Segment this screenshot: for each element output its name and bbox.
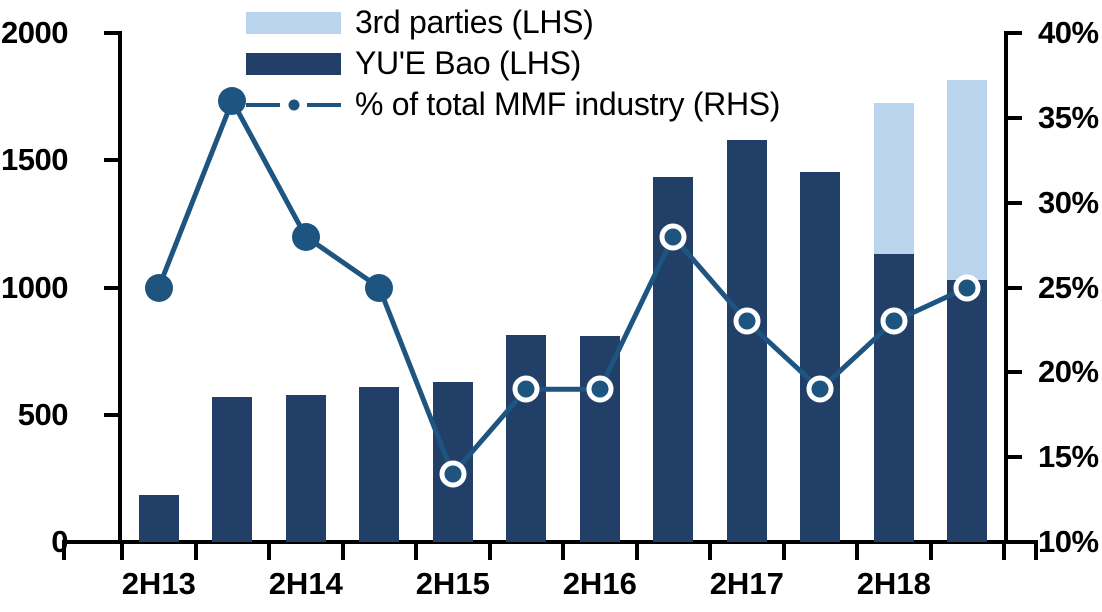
line-marker: [880, 307, 908, 335]
x-axis-tick: [928, 544, 933, 560]
x-axis-tick: [781, 544, 786, 560]
x-axis-tick: [561, 544, 565, 560]
bar-yue-bao: [285, 394, 326, 542]
x-axis-tick: [855, 544, 859, 560]
x-axis-tick: [487, 544, 492, 560]
left-axis-tick: [104, 31, 122, 35]
legend-item-yue-bao[interactable]: YU'E Bao (LHS): [246, 45, 581, 82]
x-axis-tick: [414, 544, 418, 560]
legend-swatch-yue-bao-icon: [246, 52, 341, 75]
x-axis-tick: [634, 544, 639, 560]
legend-label-3rd-parties: 3rd parties (LHS): [355, 4, 594, 40]
x-axis-tick: [708, 544, 712, 560]
bar-yue-bao: [800, 171, 841, 542]
line-marker: [365, 273, 394, 302]
bar-yue-bao: [359, 386, 400, 542]
line-marker: [953, 274, 981, 301]
right-axis-tick-label: 30%: [1038, 184, 1099, 220]
right-axis-tick: [1004, 31, 1022, 35]
right-axis-tick-label: 35%: [1038, 99, 1099, 135]
x-axis-tick: [120, 544, 124, 560]
x-axis-tick-label: 2H17: [709, 566, 784, 601]
x-axis-tick-label: 2H16: [562, 566, 637, 601]
x-axis-tick-label: 2H13: [121, 566, 196, 601]
legend-item-pct-mmf[interactable]: % of total MMF industry (RHS): [246, 86, 780, 123]
line-marker: [733, 307, 761, 335]
x-axis-tick: [267, 544, 271, 560]
bar-yue-bao: [873, 254, 914, 542]
x-axis-tick-label: 2H18: [856, 566, 931, 601]
left-axis-tick-label: 2000: [1, 15, 68, 50]
line-marker: [806, 375, 834, 403]
line-marker: [218, 86, 247, 115]
right-axis-tick-label: 20%: [1038, 354, 1099, 390]
right-axis-tick: [1004, 285, 1022, 290]
right-axis-tick-label: 15%: [1038, 439, 1099, 475]
bottom-axis-spine: [62, 540, 1038, 544]
line-marker: [586, 375, 614, 403]
line-marker: [512, 375, 540, 403]
right-axis-tick: [1004, 540, 1022, 544]
left-axis-tick-label: 500: [17, 396, 69, 432]
right-axis-tick: [1004, 115, 1022, 120]
left-axis-tick: [104, 540, 122, 544]
line-marker: [144, 273, 173, 302]
x-axis-tick: [340, 544, 345, 560]
bar-yue-bao: [947, 279, 988, 542]
left-axis-tick-label: 1500: [1, 142, 68, 178]
left-axis-tick: [104, 285, 122, 290]
x-axis-tick: [1002, 544, 1006, 560]
line-marker: [439, 460, 467, 488]
bar-3rd-parties: [873, 102, 914, 255]
right-axis-tick-label: 40%: [1038, 15, 1099, 50]
x-axis-tick: [62, 544, 66, 560]
right-axis-tick-label: 10%: [1038, 524, 1099, 559]
x-axis-tick-label: 2H14: [268, 566, 343, 601]
legend-item-3rd-parties[interactable]: 3rd parties (LHS): [246, 4, 594, 41]
x-axis-tick: [193, 544, 198, 560]
x-axis-tick-label: 2H15: [415, 566, 490, 601]
bar-yue-bao: [138, 494, 179, 542]
legend-swatch-3rd-parties-icon: [246, 11, 341, 34]
left-axis-tick: [104, 158, 122, 163]
line-path: [156, 98, 969, 477]
legend-label-yue-bao: YU'E Bao (LHS): [355, 45, 581, 81]
chart-legend: 3rd parties (LHS) YU'E Bao (LHS) % of to…: [246, 4, 986, 122]
right-axis-tick: [1004, 455, 1022, 460]
bar-yue-bao: [506, 334, 547, 542]
bar-yue-bao: [726, 140, 767, 542]
line-marker: [291, 222, 320, 251]
x-axis-tick: [1034, 544, 1038, 560]
right-axis-tick-label: 25%: [1038, 269, 1099, 305]
legend-line-marker-icon: [246, 94, 341, 116]
bar-yue-bao: [579, 336, 620, 542]
left-axis-tick-label: 1000: [1, 269, 68, 305]
right-axis-tick: [1004, 200, 1022, 205]
bar-yue-bao: [212, 396, 253, 542]
legend-label-pct-mmf: % of total MMF industry (RHS): [355, 86, 781, 122]
line-marker: [659, 223, 687, 251]
right-axis-tick: [1004, 370, 1022, 375]
left-axis-tick: [104, 412, 122, 417]
